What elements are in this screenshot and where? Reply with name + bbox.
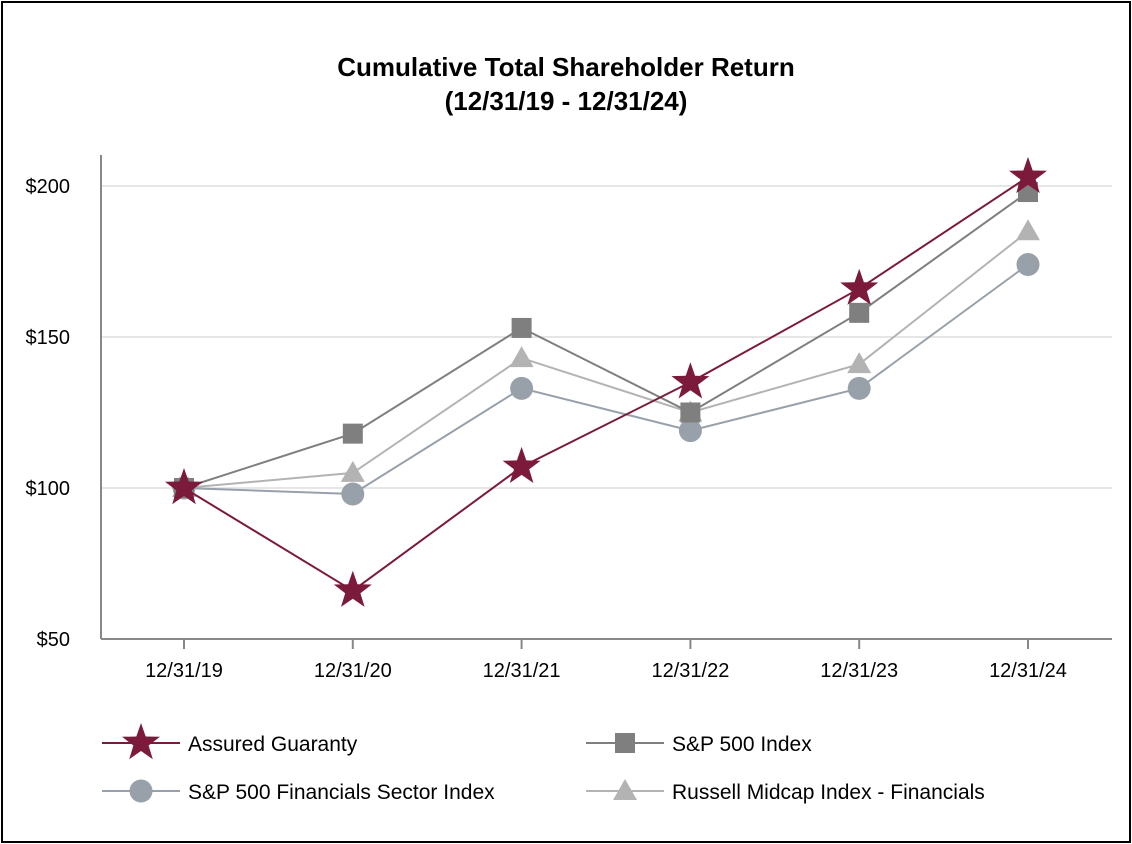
data-point [671, 362, 710, 399]
y-tick-label: $100 [26, 478, 71, 500]
legend-label: Assured Guaranty [188, 733, 358, 756]
legend-marker [615, 733, 635, 753]
data-point [333, 570, 372, 607]
data-point [165, 468, 203, 505]
series-line [183, 230, 1029, 489]
x-tick-label: 12/31/22 [651, 660, 729, 682]
chart-subtitle: (12/31/19 - 12/31/24) [444, 86, 688, 116]
data-point [680, 402, 701, 423]
series-line [183, 191, 1029, 489]
data-point [340, 460, 365, 482]
data-point [678, 419, 702, 443]
series-line [183, 176, 1029, 592]
data-point [847, 352, 872, 374]
x-tick-label: 12/31/23 [820, 660, 898, 682]
series-line [183, 263, 1029, 496]
x-tick-label: 12/31/21 [483, 660, 561, 682]
legend-label: Russell Midcap Index - Financials [672, 781, 985, 804]
legend-marker [613, 779, 637, 800]
y-tick-label: $50 [37, 629, 70, 651]
chart-title: Cumulative Total Shareholder Return [337, 52, 795, 82]
data-point [840, 268, 879, 305]
legend-label: S&P 500 Index [672, 733, 812, 756]
data-point [510, 376, 534, 400]
data-point [847, 376, 871, 400]
data-point [849, 302, 870, 323]
legend-marker [122, 723, 160, 760]
data-point [1009, 156, 1047, 194]
data-point [509, 346, 534, 368]
x-tick-label: 12/31/19 [145, 660, 223, 682]
y-tick-label: $200 [26, 176, 71, 198]
data-point [341, 482, 365, 506]
data-point [502, 446, 541, 483]
x-tick-label: 12/31/20 [314, 660, 392, 682]
legend-label: S&P 500 Financials Sector Index [188, 781, 495, 804]
y-tick-label: $150 [26, 327, 71, 349]
chart-title-block: Cumulative Total Shareholder Return (12/… [0, 50, 1132, 118]
data-point [342, 423, 363, 444]
legend-marker [129, 779, 153, 803]
data-point [511, 317, 532, 338]
data-point [1016, 253, 1040, 277]
x-tick-label: 12/31/24 [989, 660, 1067, 682]
data-point [1016, 219, 1040, 241]
